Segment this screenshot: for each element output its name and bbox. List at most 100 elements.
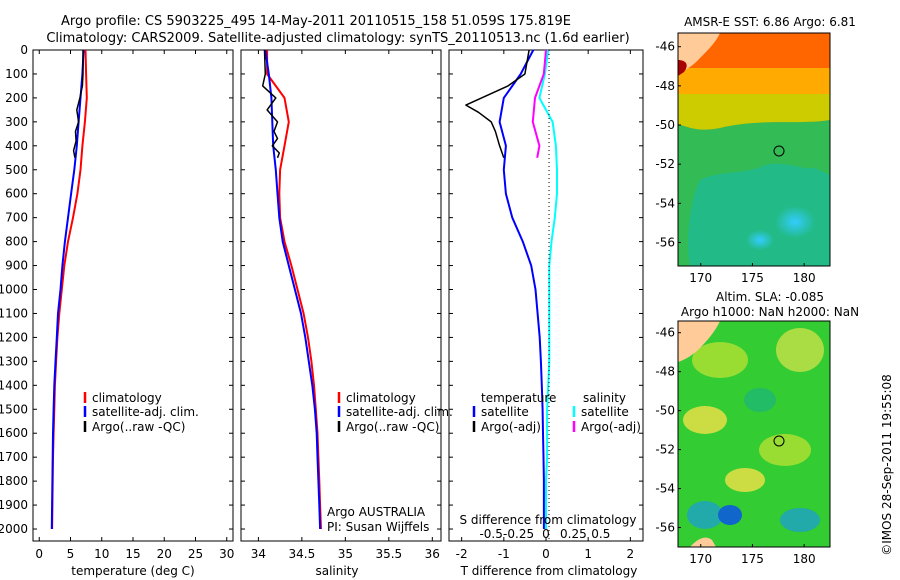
map-lat-tick-label: -56 xyxy=(655,521,675,535)
legend-label-temperature-argo: Argo(-adj) xyxy=(481,420,541,434)
legend-label-satellite: satellite-adj. clim. xyxy=(346,405,453,419)
sst-cold-core xyxy=(775,206,815,238)
depth-axis: 0 100 200 300 400 500 600 700 800 900 1000 1100 1200… xyxy=(0,43,643,536)
temperature-axis-tick-label: 20 xyxy=(157,547,172,561)
header-line2: Climatology: CARS2009. Satellite-adjuste… xyxy=(46,31,629,46)
depth-tick-label: 0 xyxy=(20,43,28,57)
salinity-axis-tick-label: 36 xyxy=(425,547,440,561)
difference-t-axis-tick-label: 2 xyxy=(627,547,635,561)
legend-label-temperature-satellite: satellite xyxy=(481,405,529,419)
depth-tick-label: 900 xyxy=(5,259,28,273)
temperature-axis-tick-label: 0 xyxy=(35,547,43,561)
depth-tick-label: 2000 xyxy=(0,522,28,536)
depth-tick-label: 1600 xyxy=(0,426,28,440)
map-lat-tick-label: -54 xyxy=(655,196,675,210)
temperature-axis-tick-label: 10 xyxy=(94,547,109,561)
salinity-satellite-line xyxy=(264,49,322,530)
temperature-axis-tick-label: 5 xyxy=(67,547,75,561)
legend-label-satellite: satellite-adj. clim. xyxy=(92,405,199,419)
difference-temperature-argo-line xyxy=(465,49,530,159)
sst-map-title: AMSR-E SST: 6.86 Argo: 6.81 xyxy=(684,15,856,29)
float-program-note: Argo AUSTRALIA xyxy=(327,505,426,519)
map-lon-tick-label: 175 xyxy=(741,271,764,285)
legend-label-salinity-satellite: satellite xyxy=(581,405,629,419)
salinity-legend: climatology satellite-adj. clim. Argo(..… xyxy=(327,391,453,534)
sst-map xyxy=(678,33,830,266)
legend-label-climatology: climatology xyxy=(346,391,416,405)
legend-title-temperature: temperature xyxy=(481,391,556,405)
sla-low-patch xyxy=(780,508,820,532)
difference-s-axis-tick-label: 0 xyxy=(542,527,550,541)
depth-tick-label: 1500 xyxy=(0,402,28,416)
sla-high-patch xyxy=(776,328,824,372)
depth-tick-label: 1300 xyxy=(0,354,28,368)
land-mass xyxy=(690,537,716,547)
difference-t-axis-tick-label: 1 xyxy=(584,547,592,561)
salinity-panel-frame xyxy=(240,49,442,542)
difference-salinity-argo-line xyxy=(531,49,547,158)
difference-t-axis-tick-label: 0 xyxy=(542,547,550,561)
sla-map-title: Altim. SLA: -0.085 xyxy=(716,290,824,304)
map-lon-tick-label: 175 xyxy=(741,552,764,566)
map-lat-tick-label: -46 xyxy=(655,40,675,54)
principal-investigator-note: PI: Susan Wijffels xyxy=(327,520,429,534)
difference-t-axis-tick-label: -2 xyxy=(456,547,468,561)
sla-high-patch xyxy=(692,342,748,378)
sla-map-frame xyxy=(677,320,831,548)
sla-map xyxy=(678,321,830,547)
depth-tick-label: 200 xyxy=(5,91,28,105)
sla-low-patch xyxy=(687,501,723,529)
sst-map-frame xyxy=(677,32,831,267)
argo-position-marker xyxy=(773,435,785,447)
salinity-axis-tick-label: 35 xyxy=(338,547,353,561)
map-lon-tick-label: 180 xyxy=(793,552,816,566)
temperature-axis-tick-label: 30 xyxy=(219,547,234,561)
legend-label-climatology: climatology xyxy=(92,391,162,405)
land-mass xyxy=(678,321,720,362)
difference-s-axis-tick-label: 0.5 xyxy=(591,527,610,541)
argo-position-marker xyxy=(773,145,785,157)
legend-label-argo: Argo(..raw -QC) xyxy=(346,420,439,434)
sst-transition-band xyxy=(678,94,830,130)
salinity-axis-tick-label: 34 xyxy=(251,547,266,561)
depth-tick-label: 1400 xyxy=(0,378,28,392)
salinity-axis-tick-label: 35.5 xyxy=(375,547,402,561)
depth-tick-label: 700 xyxy=(5,211,28,225)
map-lat-tick-label: -50 xyxy=(655,118,675,132)
sla-high-patch xyxy=(683,406,727,434)
temperature-axis-tick-label: 25 xyxy=(188,547,203,561)
depth-tick-label: 600 xyxy=(5,187,28,201)
sst-mid-band xyxy=(678,68,830,94)
depth-tick-label: 1100 xyxy=(0,306,28,320)
sla-high-patch xyxy=(725,468,765,492)
map-lat-tick-label: -56 xyxy=(655,236,675,250)
temperature-legend: climatology satellite-adj. clim. Argo(..… xyxy=(83,391,199,434)
copyright-timestamp: ©IMOS 28-Sep-2011 19:55:08 xyxy=(880,374,894,556)
depth-tick-label: 100 xyxy=(5,67,28,81)
sst-cold-core xyxy=(746,230,774,250)
x-axes: 0 5 10 15 20 25 30 34 34.5 35 35.5 36 -2 -1 0 1 2 -0.5 -0.… xyxy=(35,50,634,561)
temperature-axis-tick-label: 15 xyxy=(125,547,140,561)
map-lon-tick-label: 170 xyxy=(689,271,712,285)
difference-s-axis-tick-label: -0.25 xyxy=(503,527,534,541)
map-lat-tick-label: -48 xyxy=(655,79,675,93)
temperature-satellite-line xyxy=(50,49,85,530)
depth-tick-label: 400 xyxy=(5,139,28,153)
salinity-xlabel: salinity xyxy=(315,564,358,578)
map-lat-tick-label: -46 xyxy=(655,326,675,340)
sla-map-axes: -46 -48 -50 -52 -54 -56 170 175 180 xyxy=(655,326,815,566)
salinity-argo-line xyxy=(261,49,281,159)
difference-s-axis-tick-label: -0.5 xyxy=(479,527,502,541)
series-layer xyxy=(50,49,558,530)
difference-xlabel-top: S difference from climatology xyxy=(460,513,637,527)
map-lat-tick-label: -50 xyxy=(655,404,675,418)
depth-tick-label: 1700 xyxy=(0,450,28,464)
depth-tick-label: 1900 xyxy=(0,498,28,512)
map-lat-tick-label: -52 xyxy=(655,443,675,457)
difference-s-axis-tick-label: 0.25 xyxy=(560,527,587,541)
map-lat-tick-label: -54 xyxy=(655,482,675,496)
depth-tick-label: 500 xyxy=(5,163,28,177)
difference-salinity-satellite-line xyxy=(538,49,558,529)
legend-label-salinity-argo: Argo(-adj) xyxy=(581,420,641,434)
